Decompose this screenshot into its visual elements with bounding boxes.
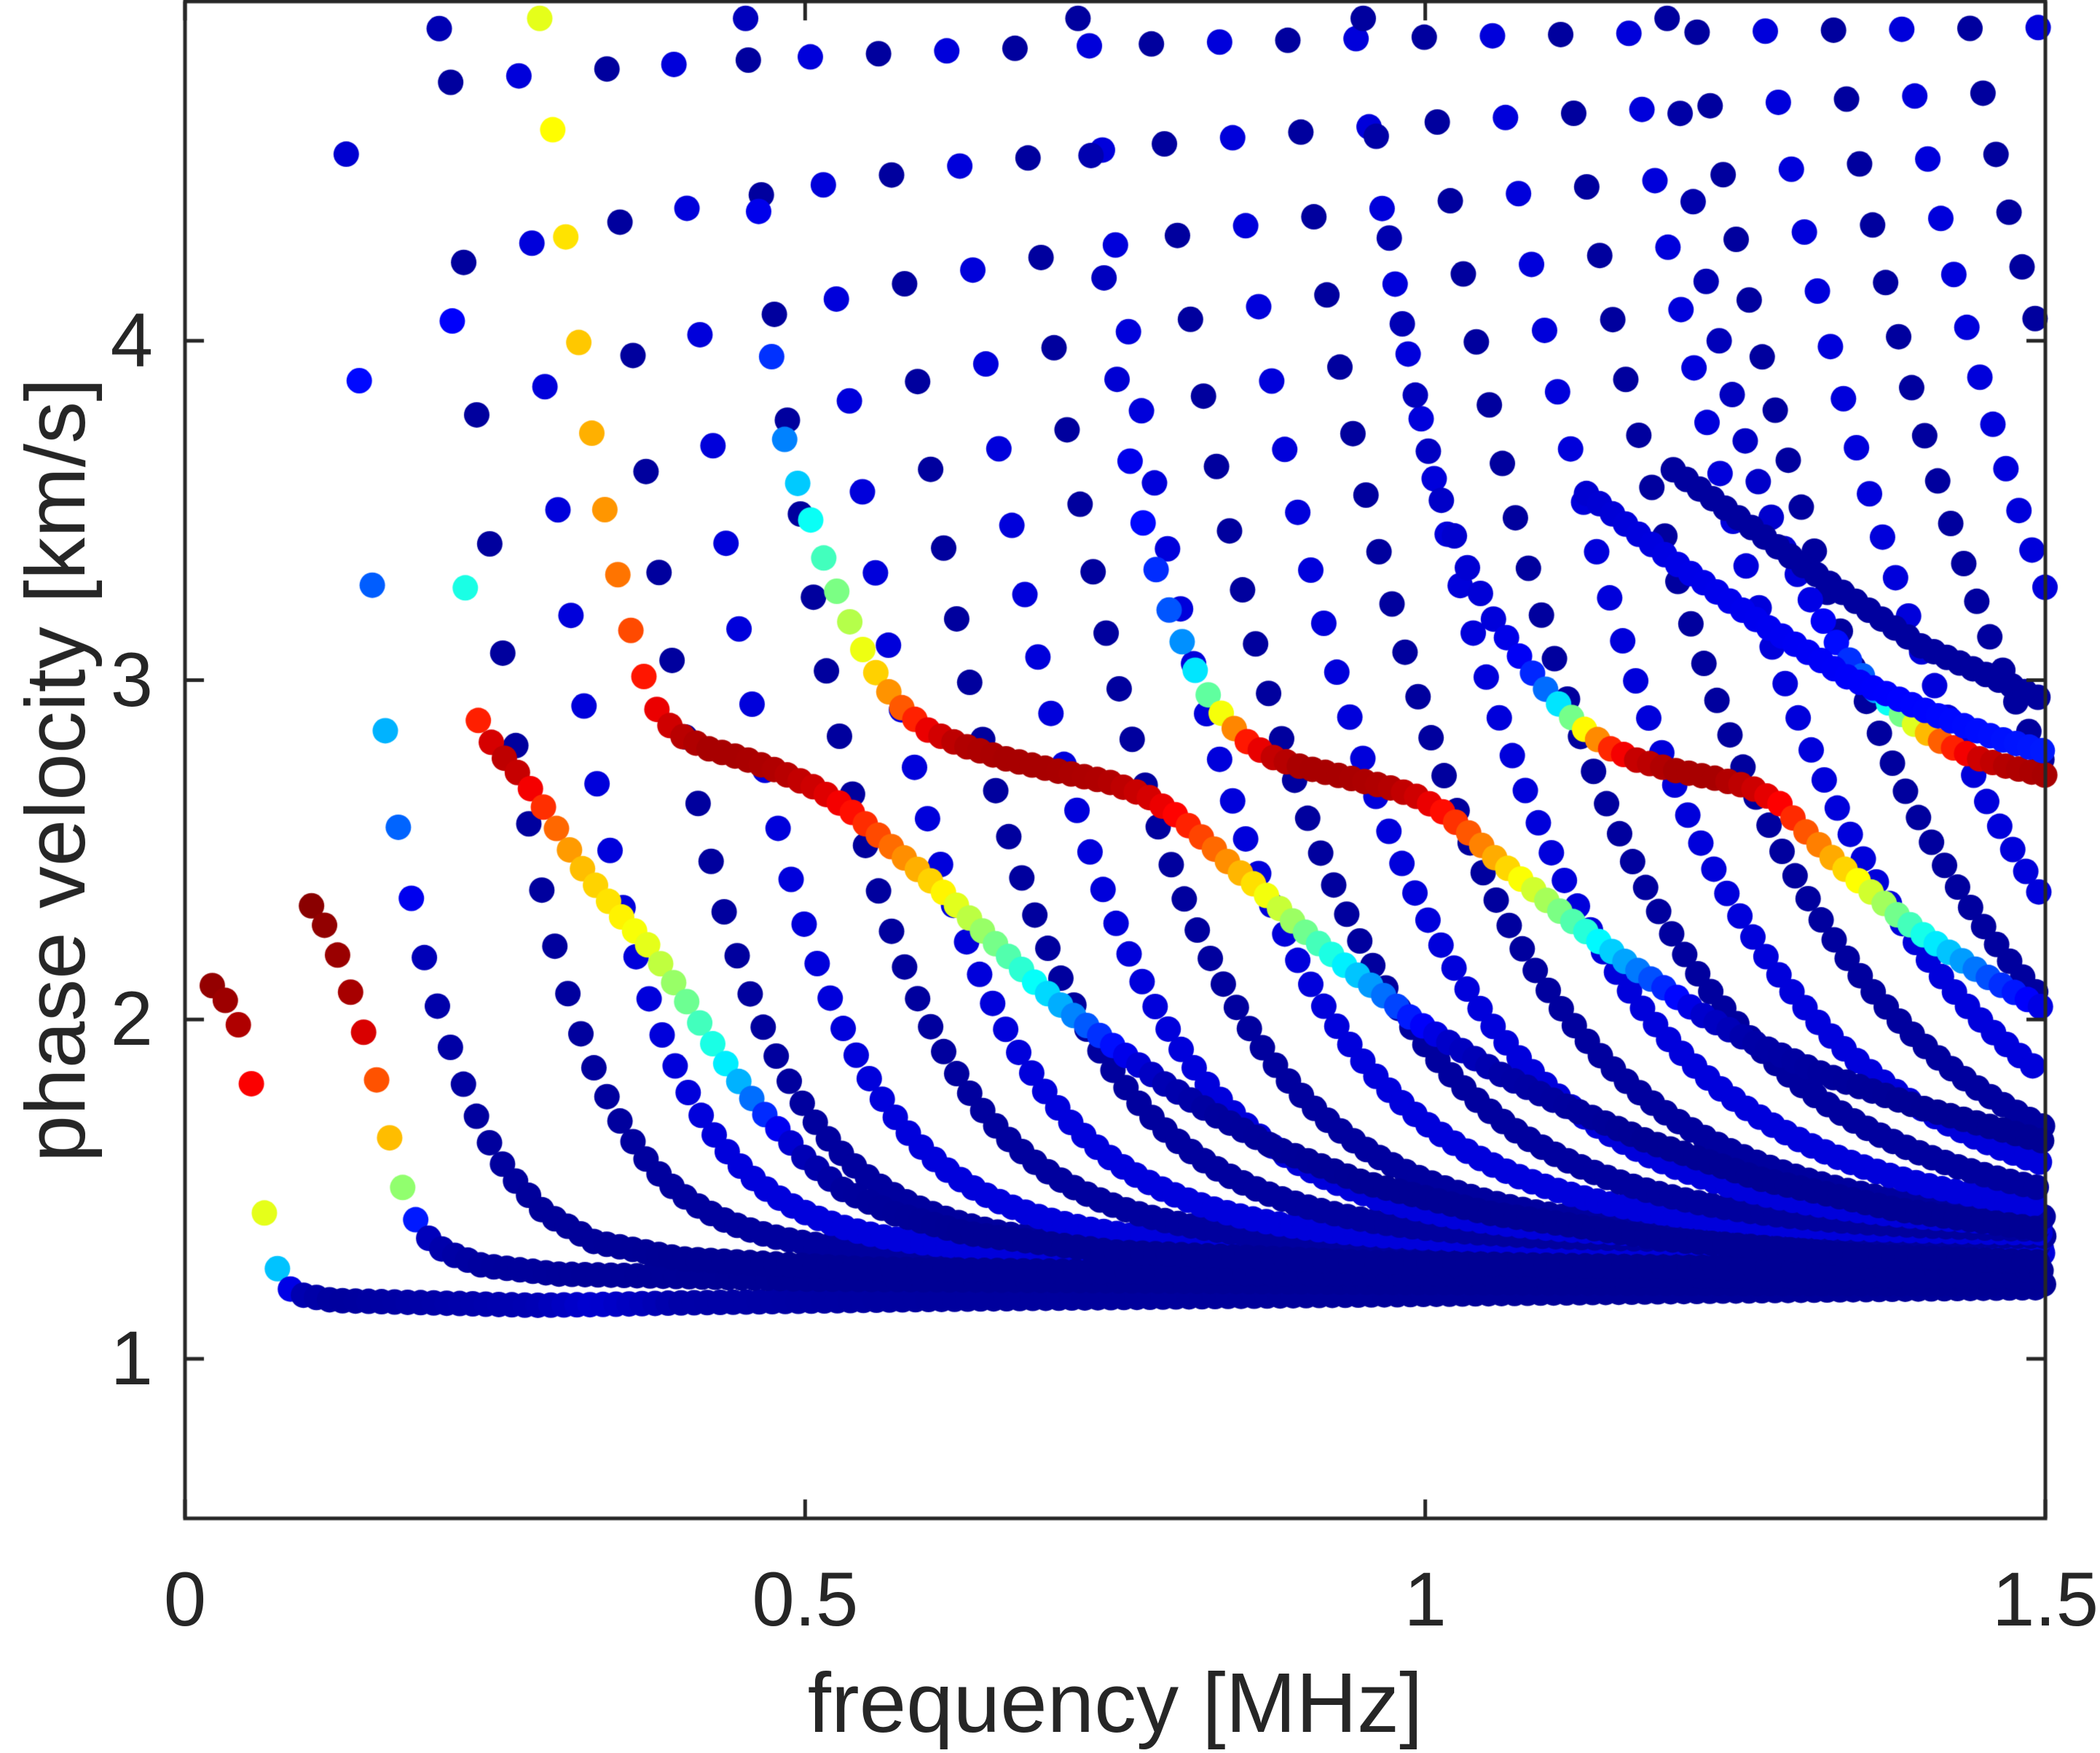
x-tick-label: 0 bbox=[163, 1557, 207, 1642]
x-axis-label: frequency [MHz] bbox=[807, 1655, 1423, 1750]
y-tick-label: 1 bbox=[110, 1316, 153, 1402]
y-axis-label: phase velocity [km/s] bbox=[8, 377, 103, 1163]
y-tick-label: 4 bbox=[110, 297, 153, 383]
x-tick-label: 1.5 bbox=[1992, 1557, 2099, 1642]
x-tick-label: 0.5 bbox=[752, 1557, 859, 1642]
y-tick-label: 2 bbox=[110, 976, 153, 1062]
x-tick-label: 1 bbox=[1404, 1557, 1447, 1642]
y-tick-label: 3 bbox=[110, 637, 153, 723]
